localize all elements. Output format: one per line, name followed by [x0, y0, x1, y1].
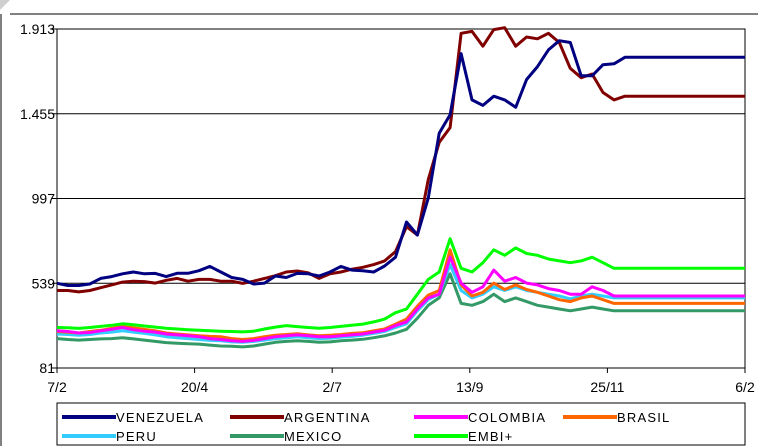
x-tick-label: 7/2: [47, 379, 67, 395]
y-tick-label: 997: [32, 191, 56, 207]
x-tick-labels: 7/2 20/4 2/7 13/9 25/11 6/2: [47, 379, 755, 395]
y-tick-label: 1.913: [20, 21, 55, 37]
x-tick-label: 2/7: [322, 379, 342, 395]
series-line-peru: [56, 263, 745, 344]
series-line-colombia: [56, 255, 745, 343]
legend-label: MEXICO: [284, 429, 342, 444]
legend: VENEZUELA ARGENTINA COLOMBIA BRASIL PERU MEXI…: [62, 410, 670, 444]
legend-label: BRASIL: [617, 410, 670, 425]
gridlines: [52, 28, 746, 373]
series-line-mexico: [56, 272, 745, 349]
legend-label: COLOMBIA: [468, 410, 546, 425]
legend-label: EMBI+: [468, 429, 513, 444]
legend-box: [56, 402, 746, 446]
x-tick-label: 20/4: [181, 379, 208, 395]
legend-label: ARGENTINA: [284, 410, 371, 425]
x-tick-label: 25/11: [590, 379, 624, 395]
x-tick-label: 6/2: [735, 379, 755, 395]
y-tick-label: 539: [32, 275, 56, 291]
y-tick-labels: 81 539 997 1.455 1.913: [20, 21, 55, 376]
x-tick-label: 13/9: [456, 379, 483, 395]
series-line-embi-: [56, 237, 745, 334]
corner-mark: [0, 0, 10, 10]
series-line-venezuela: [56, 39, 745, 287]
y-tick-label: 81: [39, 360, 55, 376]
series-lines: [56, 26, 745, 349]
legend-label: VENEZUELA: [116, 410, 204, 425]
y-tick-label: 1.455: [20, 106, 55, 122]
legend-label: PERU: [116, 429, 157, 444]
